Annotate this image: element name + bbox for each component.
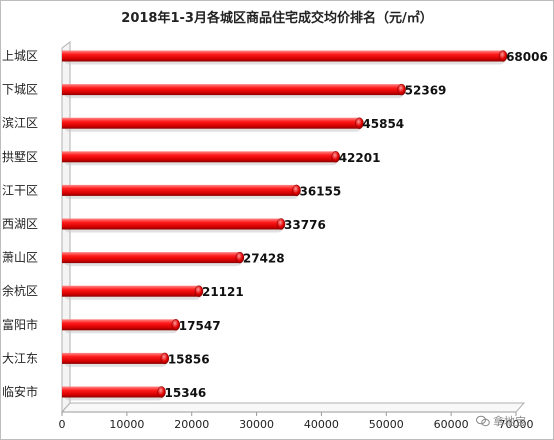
bar xyxy=(62,352,170,367)
data-label: 21121 xyxy=(202,285,244,299)
data-label: 15856 xyxy=(168,352,210,366)
data-label: 15346 xyxy=(165,386,207,400)
data-label: 17547 xyxy=(179,319,221,333)
watermark: 拿地宝 xyxy=(476,413,526,429)
data-label: 68006 xyxy=(506,50,548,64)
bars xyxy=(62,50,508,401)
x-tick-label: 60000 xyxy=(434,418,469,431)
watermark-text: 拿地宝 xyxy=(493,415,526,428)
y-tick-label: 江干区 xyxy=(2,183,38,197)
y-tick-label: 滨江区 xyxy=(2,115,38,130)
bar xyxy=(62,151,340,166)
bar xyxy=(62,83,406,99)
chart-title: 2018年1-3月各城区商品住宅成交均价排名（元/㎡） xyxy=(121,11,433,26)
y-tick-label: 拱墅区 xyxy=(2,150,38,164)
y-tick-label: 萧山区 xyxy=(2,251,38,265)
bar xyxy=(62,218,286,233)
y-tick-label: 下城区 xyxy=(2,83,38,97)
x-tick-label: 40000 xyxy=(304,418,339,431)
y-tick-label: 余杭区 xyxy=(2,283,38,298)
x-tick-label: 30000 xyxy=(239,418,274,431)
bar xyxy=(62,117,364,132)
data-label: 36155 xyxy=(299,184,341,198)
bar xyxy=(62,251,245,267)
bar xyxy=(62,319,181,334)
y-tick-label: 富阳市 xyxy=(2,317,38,332)
x-tick-label: 20000 xyxy=(174,418,209,431)
chart-floor xyxy=(60,402,526,413)
data-label: 42201 xyxy=(339,151,381,165)
bar xyxy=(62,184,301,199)
x-tick-label: 50000 xyxy=(369,418,404,431)
data-label: 27428 xyxy=(243,252,285,266)
x-tick-label: 0 xyxy=(59,418,66,431)
y-tick-label: 大江东 xyxy=(2,351,38,365)
data-label: 52369 xyxy=(405,84,447,98)
data-labels: 68006 52369 45854 42201 36155 33776 27428 21121… xyxy=(165,50,548,400)
x-tick-label: 70000 xyxy=(499,418,534,431)
bar xyxy=(62,50,508,65)
bar xyxy=(62,386,166,401)
y-tick-label: 上城区 xyxy=(2,49,38,63)
data-label: 45854 xyxy=(362,117,404,131)
axes: 0 10000 20000 30000 40000 50000 60000 70000 上城区下… xyxy=(2,41,534,431)
data-label: 33776 xyxy=(284,218,326,232)
x-tick-label: 10000 xyxy=(109,418,144,431)
wechat-icon xyxy=(476,415,490,427)
bar xyxy=(62,285,204,300)
y-tick-label: 临安市 xyxy=(2,384,38,399)
y-tick-label: 西湖区 xyxy=(2,216,38,231)
